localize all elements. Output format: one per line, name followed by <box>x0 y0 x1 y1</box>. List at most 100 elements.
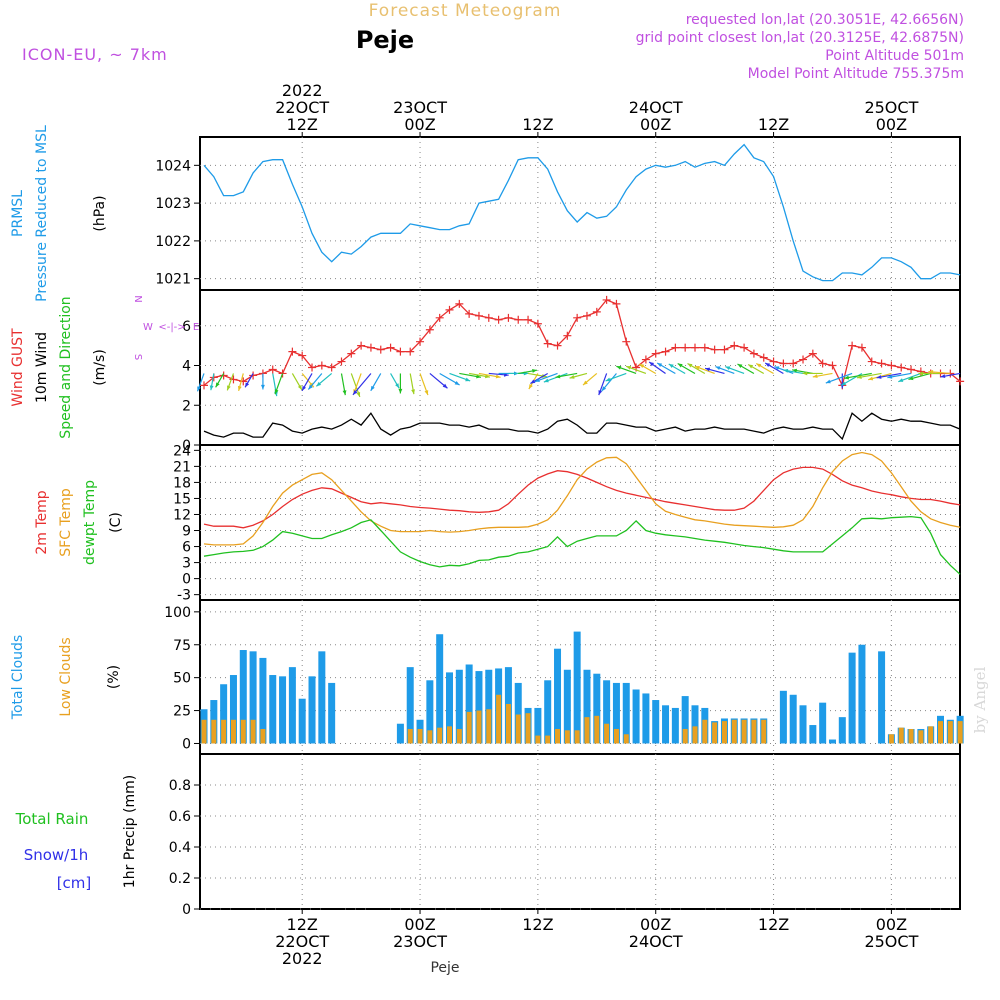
bar-low-clouds-37 <box>564 730 570 744</box>
bar-total-clouds-39 <box>583 669 591 744</box>
bar-low-clouds-24 <box>437 727 443 744</box>
bottom-time-label-5-1: 25OCT <box>864 932 918 951</box>
ytick-label-temperature-0: -3 <box>177 588 191 604</box>
ylabel-clouds-2: (%) <box>106 665 122 689</box>
gust-marker-23 <box>425 325 434 334</box>
bar-low-clouds-71 <box>898 727 904 744</box>
wind-arrow-head-40 <box>583 380 588 386</box>
bar-total-clouds-24 <box>436 634 444 744</box>
watermark: by Angel <box>971 666 989 733</box>
ytick-label-temperature-3: 6 <box>182 540 191 556</box>
ylabel-temperature-0: 2m Temp <box>34 490 50 554</box>
top-time-label-4-0: 12Z <box>758 115 789 134</box>
bar-low-clouds-77 <box>957 721 963 744</box>
wind-arrow-head-56 <box>737 363 743 368</box>
bar-low-clouds-53 <box>721 721 727 744</box>
gust-marker-35 <box>543 339 552 348</box>
bar-total-clouds-32 <box>514 682 522 744</box>
panel-frame-temperature <box>199 444 961 601</box>
bar-low-clouds-55 <box>741 719 747 744</box>
bar-low-clouds-75 <box>938 721 943 744</box>
bottom-time-label-3-1: 24OCT <box>629 932 683 951</box>
gust-marker-21 <box>406 347 415 356</box>
gust-marker-61 <box>799 355 808 364</box>
ytick-label-wind-1: 2 <box>182 398 191 414</box>
footer-place: Peje <box>430 960 459 976</box>
bar-total-clouds-65 <box>838 717 846 744</box>
series-line-dewpt-temp <box>203 515 961 575</box>
ylabel-clouds-1: Low Clouds <box>58 637 74 716</box>
gust-marker-54 <box>730 341 739 350</box>
gust-marker-39 <box>582 311 591 320</box>
compass-s: S <box>132 354 143 360</box>
bar-total-clouds-63 <box>819 702 827 744</box>
bar-total-clouds-40 <box>593 673 601 744</box>
compass-n: N <box>132 295 143 302</box>
wind-arrow-head-24 <box>454 380 460 385</box>
panel-frame-pressure <box>199 136 961 291</box>
bottom-time-label-5-0: 00Z <box>876 915 907 934</box>
ytick-label-clouds-1: 25 <box>173 704 191 720</box>
wind-arrow-head-26 <box>476 374 481 379</box>
wind-arrow-head-38 <box>555 374 561 379</box>
gust-marker-14 <box>337 357 346 366</box>
gridpoint-coords: grid point closest lon,lat (20.3125E, 42… <box>636 30 964 46</box>
bar-low-clouds-40 <box>594 715 600 744</box>
wind-arrow-head-52 <box>694 366 700 370</box>
legend-precip-2: [cm] <box>57 874 92 892</box>
gust-marker-9 <box>288 347 297 356</box>
place-name: Peje <box>356 26 414 54</box>
wind-arrow-head-46 <box>639 363 645 368</box>
wind-arrow-head-48 <box>657 362 663 367</box>
bar-low-clouds-54 <box>731 719 737 744</box>
ylabel-wind-0: Wind GUST <box>10 328 26 407</box>
gust-marker-20 <box>396 347 405 356</box>
gust-marker-10 <box>298 351 307 360</box>
bar-total-clouds-46 <box>652 700 660 744</box>
gust-marker-36 <box>553 341 562 350</box>
gust-marker-59 <box>779 359 788 368</box>
bar-low-clouds-70 <box>888 734 894 744</box>
ytick-label-pressure-0: 1021 <box>155 272 191 288</box>
ytick-label-precip-2: 0.4 <box>169 840 191 856</box>
ytick-label-clouds-3: 75 <box>173 638 191 654</box>
gust-marker-16 <box>357 341 366 350</box>
model-name: ICON-EU, ~ 7km <box>22 45 168 64</box>
bar-low-clouds-72 <box>908 728 914 744</box>
wind-arrow-head-59 <box>765 362 771 367</box>
top-time-label-0-2: 12Z <box>287 115 318 134</box>
bar-total-clouds-26 <box>455 669 463 744</box>
wind-arrow-head-5 <box>245 382 250 388</box>
gust-marker-13 <box>327 363 336 372</box>
wind-arrow-head-51 <box>687 363 693 368</box>
compass-arrow: <-|-> <box>158 322 185 333</box>
ylabel-wind-3: (m/s) <box>92 349 108 386</box>
ytick-label-precip-1: 0.2 <box>169 871 191 887</box>
bar-low-clouds-42 <box>613 728 619 744</box>
ytick-label-temperature-5: 12 <box>173 507 191 523</box>
gust-marker-32 <box>514 315 523 324</box>
bar-total-clouds-64 <box>828 739 836 744</box>
gust-marker-45 <box>641 355 650 364</box>
top-time-label-5-0: 25OCT <box>864 98 918 117</box>
gust-marker-29 <box>484 313 493 322</box>
top-time-label-3-1: 00Z <box>640 115 671 134</box>
wind-arrow-head-14 <box>342 390 347 396</box>
ylabel-wind-1: 10m Wind <box>34 332 50 403</box>
gust-marker-62 <box>808 349 817 358</box>
bar-low-clouds-35 <box>545 735 551 744</box>
gust-marker-28 <box>474 311 483 320</box>
wind-arrow-head-54 <box>715 366 721 371</box>
ylabel-pressure-2: (hPa) <box>92 195 108 231</box>
wind-arrow-head-11 <box>302 385 307 391</box>
gust-marker-37 <box>563 331 572 340</box>
gust-marker-19 <box>386 343 395 352</box>
gust-marker-56 <box>749 349 758 358</box>
ylabel-temperature-2: dewpt Temp <box>82 480 98 565</box>
requested-coords: requested lon,lat (20.3051E, 42.6656N) <box>686 12 964 28</box>
bar-total-clouds-21 <box>406 667 414 744</box>
bottom-time-label-3-0: 00Z <box>640 915 671 934</box>
gust-marker-48 <box>671 343 680 352</box>
bar-total-clouds-69 <box>878 651 886 744</box>
gust-marker-47 <box>661 347 670 356</box>
